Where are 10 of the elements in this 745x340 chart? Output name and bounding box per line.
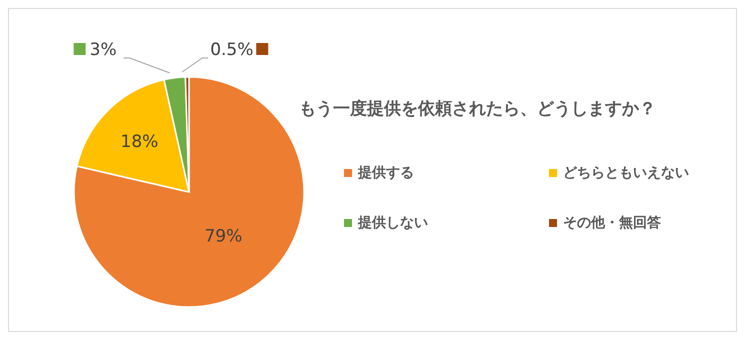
text: もう一度提供を依頼されたら、どうしますか？ — [299, 98, 656, 120]
legend-label: どちらともいえない — [563, 164, 689, 182]
legend-label: その他・無回答 — [563, 214, 661, 232]
legend-label: 提供する — [358, 164, 414, 182]
legend-label: 提供しない — [358, 214, 428, 232]
data-label: 0.5% — [210, 40, 254, 60]
pie-slice — [76, 78, 190, 193]
data-label: 79% — [204, 226, 242, 246]
data-label: 3% — [90, 40, 117, 60]
data-label: 18% — [120, 132, 158, 152]
